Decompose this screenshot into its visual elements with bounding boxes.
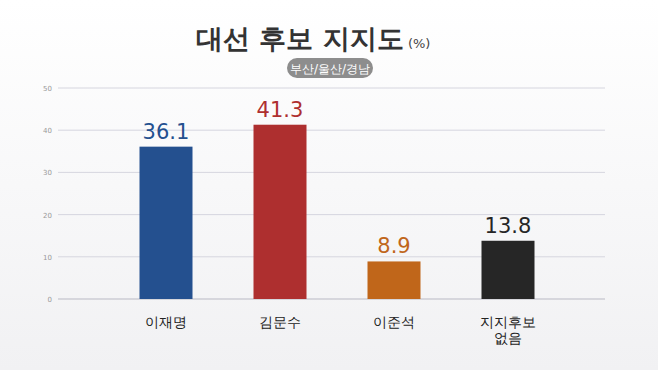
tick-label: 40 [43,127,52,135]
tick-label: 30 [43,169,52,177]
bar [368,261,421,299]
chart-container: 대선 후보 지지도 (%) 부산/울산/경남 0 10 20 30 40 50 36.1 이재명 41… [0,0,658,370]
category-line: 이준석 [373,314,415,330]
bar [140,147,193,299]
tick-label: 20 [43,212,52,220]
data-label: 36.1 [143,120,190,144]
data-label: 13.8 [485,214,532,238]
category-line: 김문수 [259,314,301,330]
category-line: 이재명 [145,314,187,330]
category-label: 김문수 [259,314,301,330]
category-label: 이준석 [373,314,415,330]
tick-label: 50 [43,85,52,93]
category-line: 지지후보 [480,314,536,330]
bars [140,125,535,299]
unit-label: (%) [408,36,431,51]
chart-svg: 대선 후보 지지도 (%) 부산/울산/경남 0 10 20 30 40 50 36.1 이재명 41… [0,0,658,370]
title: 대선 후보 지지도 [196,23,404,54]
bar [254,125,307,299]
tick-label: 10 [43,254,52,262]
subtitle: 부산/울산/경남 [290,62,370,76]
tick-label: 0 [48,296,52,304]
grid-line [58,130,605,131]
bar [482,241,535,299]
category-label: 이재명 [145,314,187,330]
subtitle-bg [287,58,373,78]
data-label: 8.9 [377,234,410,258]
category-label: 지지후보없음 [480,314,536,346]
data-label: 41.3 [257,98,304,122]
grid-line [58,88,605,89]
category-line: 없음 [494,330,522,346]
